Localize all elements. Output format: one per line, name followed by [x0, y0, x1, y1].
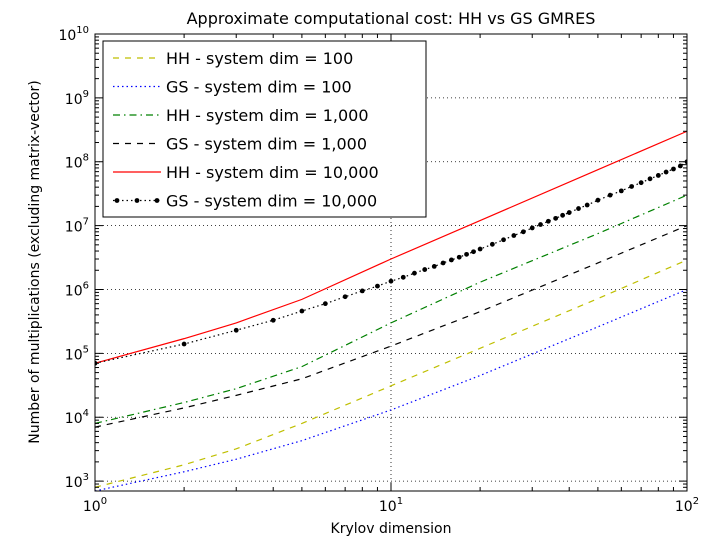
legend: HH - system dim = 100 GS - system dim = 1… — [102, 40, 427, 218]
series-6-marker — [566, 210, 572, 215]
x-tick-labels: 100 101 102 — [83, 496, 699, 515]
series-line-5 — [95, 130, 687, 364]
legend-marker — [154, 198, 160, 203]
series-6-marker — [678, 163, 683, 169]
legend-label-5: HH - system dim = 10,000 — [166, 163, 379, 182]
series-6-marker — [477, 246, 483, 252]
series-6-marker — [576, 206, 581, 211]
series-6-marker — [629, 184, 635, 189]
series-6-marker — [388, 278, 394, 284]
series-6-marker — [671, 166, 676, 172]
series-line-2 — [95, 288, 687, 491]
y-tick-label: 104 — [65, 408, 89, 427]
series-6-marker — [663, 169, 669, 175]
series-6-marker — [638, 180, 644, 186]
y-tick-label: 108 — [65, 153, 89, 172]
legend-marker — [114, 198, 120, 203]
series-6-marker — [440, 260, 446, 266]
series-6-marker — [431, 263, 437, 269]
legend-label-2: GS - system dim = 100 — [166, 78, 352, 97]
series-6-marker — [422, 267, 428, 272]
series-6-marker — [233, 327, 239, 333]
x-tick-label: 102 — [675, 496, 699, 515]
y-tick-label: 109 — [65, 89, 89, 108]
y-tick-label: 106 — [65, 280, 89, 299]
series-6-marker — [375, 283, 380, 289]
series-6-marker — [270, 317, 276, 323]
series-6-marker — [342, 294, 348, 300]
series-6-marker — [655, 173, 661, 178]
tick-marks — [94, 33, 688, 492]
x-tick-label: 101 — [379, 496, 403, 515]
series-6-marker — [553, 215, 559, 221]
series-6-marker — [618, 188, 624, 194]
series-6-marker — [647, 176, 653, 182]
series-6-marker — [520, 229, 526, 235]
series-6-marker — [584, 202, 590, 208]
series-6-marker — [595, 197, 601, 203]
series-layer — [95, 130, 687, 491]
series-line-4 — [95, 225, 687, 428]
y-tick-label: 105 — [65, 344, 89, 363]
series-6-marker — [181, 341, 187, 347]
y-tick-label: 103 — [65, 472, 89, 491]
legend-label-6: GS - system dim = 10,000 — [166, 192, 377, 211]
series-line-1 — [95, 259, 687, 488]
legend-box — [102, 40, 427, 218]
series-6-marker — [545, 218, 551, 224]
legend-label-1: HH - system dim = 100 — [166, 49, 353, 68]
chart-title: Approximate computational cost: HH vs GS… — [187, 9, 596, 28]
legend-marker — [134, 198, 140, 203]
series-6-marker — [322, 301, 328, 307]
series-line-3 — [95, 194, 687, 425]
series-6-marker — [560, 212, 566, 218]
series-6-marker — [489, 241, 495, 247]
legend-label-3: HH - system dim = 1,000 — [166, 106, 369, 125]
series-6-marker — [449, 257, 454, 263]
series-6-marker — [400, 274, 406, 280]
series-6-marker — [501, 237, 506, 243]
series-6-marker — [456, 254, 462, 260]
x-tick-label: 100 — [83, 496, 107, 515]
y-tick-labels: 103 104 105 106 107 108 109 1010 — [58, 25, 89, 491]
y-tick-label: 1010 — [58, 25, 89, 44]
series-6-marker — [464, 251, 469, 257]
series-6-marker — [299, 308, 305, 314]
legend-label-4: GS - system dim = 1,000 — [166, 135, 367, 154]
x-axis-label: Krylov dimension — [331, 521, 452, 537]
y-tick-label: 107 — [65, 217, 89, 236]
series-6-marker — [471, 249, 476, 255]
series-6-marker — [359, 288, 365, 294]
series-6-marker — [511, 233, 517, 238]
series-6-marker — [529, 225, 535, 231]
series-6-marker — [607, 192, 613, 198]
series-6-marker — [538, 222, 543, 227]
series-6-marker — [412, 270, 417, 276]
y-axis-label: Number of multiplications (excluding mat… — [27, 80, 43, 443]
